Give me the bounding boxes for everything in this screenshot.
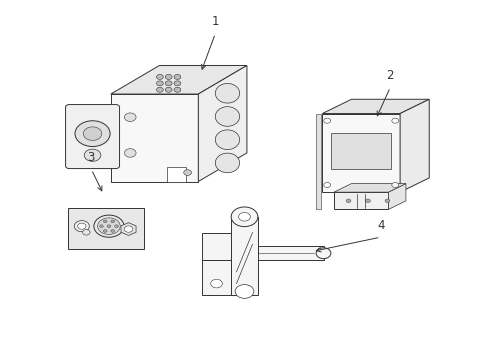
Circle shape (183, 170, 191, 175)
Circle shape (231, 207, 257, 226)
Circle shape (75, 121, 110, 147)
Circle shape (391, 183, 398, 188)
Polygon shape (111, 66, 246, 94)
Circle shape (124, 226, 133, 232)
Circle shape (315, 248, 330, 259)
Circle shape (111, 220, 114, 223)
Ellipse shape (215, 130, 239, 149)
Circle shape (165, 81, 172, 86)
Ellipse shape (215, 84, 239, 103)
Circle shape (174, 87, 181, 92)
Text: 3: 3 (87, 151, 95, 164)
Circle shape (165, 87, 172, 92)
Polygon shape (202, 260, 231, 296)
Circle shape (74, 221, 89, 232)
Polygon shape (231, 217, 257, 296)
Circle shape (323, 118, 330, 123)
Circle shape (107, 225, 110, 228)
Circle shape (103, 220, 107, 223)
Polygon shape (111, 94, 198, 181)
Circle shape (238, 212, 250, 221)
Circle shape (165, 75, 172, 80)
Circle shape (124, 149, 136, 157)
Polygon shape (333, 184, 405, 192)
Circle shape (391, 118, 398, 123)
Polygon shape (202, 233, 231, 260)
Ellipse shape (215, 153, 239, 173)
Circle shape (156, 87, 163, 92)
Circle shape (84, 149, 101, 161)
Circle shape (323, 183, 330, 188)
Polygon shape (333, 192, 387, 210)
Polygon shape (316, 113, 321, 210)
Ellipse shape (215, 107, 239, 126)
Polygon shape (322, 113, 399, 192)
Circle shape (83, 127, 102, 140)
Circle shape (384, 199, 389, 203)
Circle shape (94, 215, 124, 237)
Polygon shape (166, 167, 186, 181)
Circle shape (156, 75, 163, 80)
Circle shape (124, 113, 136, 121)
Polygon shape (198, 66, 246, 181)
Circle shape (174, 81, 181, 86)
Circle shape (82, 230, 90, 235)
Polygon shape (387, 184, 405, 210)
Circle shape (78, 223, 86, 229)
Circle shape (98, 218, 120, 234)
Circle shape (365, 199, 370, 203)
Text: 1: 1 (211, 15, 219, 28)
Circle shape (111, 230, 114, 232)
Bar (68, 208, 143, 249)
Polygon shape (257, 247, 323, 260)
Circle shape (114, 225, 118, 228)
Bar (330, 133, 390, 168)
Circle shape (100, 225, 103, 228)
Text: 2: 2 (386, 69, 393, 82)
Text: 4: 4 (376, 219, 384, 232)
Polygon shape (322, 99, 428, 113)
Circle shape (174, 75, 181, 80)
FancyBboxPatch shape (65, 104, 119, 168)
Circle shape (346, 199, 350, 203)
Circle shape (103, 230, 107, 232)
Circle shape (210, 279, 222, 288)
Circle shape (156, 81, 163, 86)
Polygon shape (121, 223, 136, 235)
Circle shape (235, 284, 253, 298)
Polygon shape (399, 99, 428, 192)
